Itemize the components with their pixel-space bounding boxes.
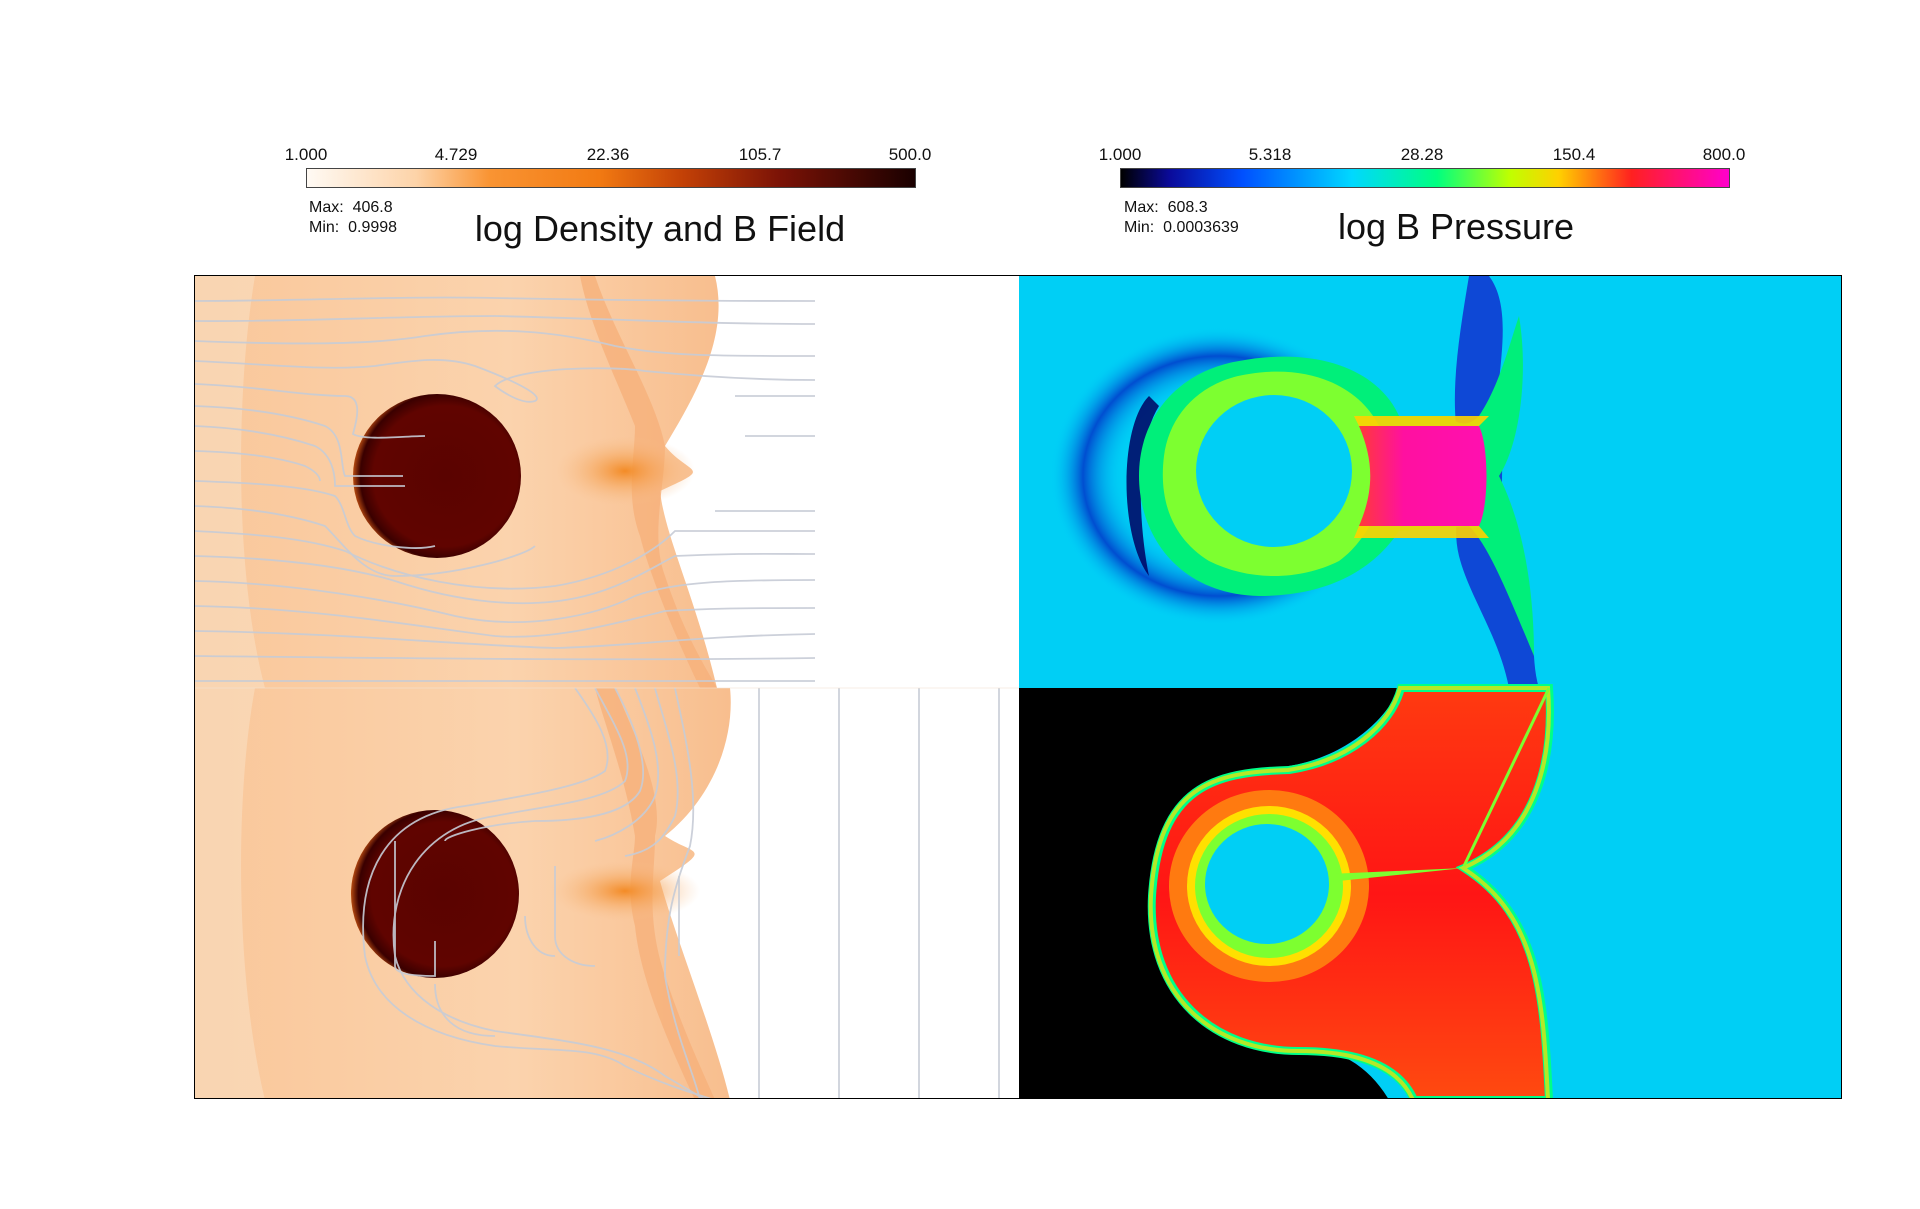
right-max-value: 608.3 [1167,199,1208,216]
right-colorbar-tick-1: 1.000 [1098,145,1142,164]
left-colorbar [306,168,916,188]
left-max-label: Max: [309,199,344,216]
right-min-label: Min: [1124,219,1155,236]
right-stats: Max: 608.3 Min: 0.0003639 [1124,198,1239,238]
right-colorbar-tick-2: 5.318 [1248,145,1292,164]
left-min-label: Min: [309,219,340,236]
left-colorbar-tick-1: 1.000 [284,145,328,164]
left-min-value: 0.9998 [348,219,398,236]
visualization-canvas [195,276,1841,1098]
left-colorbar-tick-5: 500.0 [888,145,932,164]
right-colorbar-tick-5: 800.0 [1702,145,1746,164]
right-colorbar-tick-4: 150.4 [1552,145,1596,164]
left-max-value: 406.8 [352,199,393,216]
left-panel-title: log Density and B Field [474,208,846,249]
visualization-frame [194,275,1842,1099]
left-colorbar-tick-2: 4.729 [434,145,478,164]
right-min-value: 0.0003639 [1163,219,1239,236]
right-panel-title: log B Pressure [1337,206,1575,247]
right-max-label: Max: [1124,199,1159,216]
right-colorbar [1120,168,1730,188]
density-panel [195,276,1019,1098]
right-colorbar-tick-3: 28.28 [1400,145,1444,164]
left-colorbar-tick-3: 22.36 [586,145,630,164]
pressure-panel [1019,276,1841,1098]
left-colorbar-tick-4: 105.7 [738,145,782,164]
left-stats: Max: 406.8 Min: 0.9998 [309,198,397,238]
